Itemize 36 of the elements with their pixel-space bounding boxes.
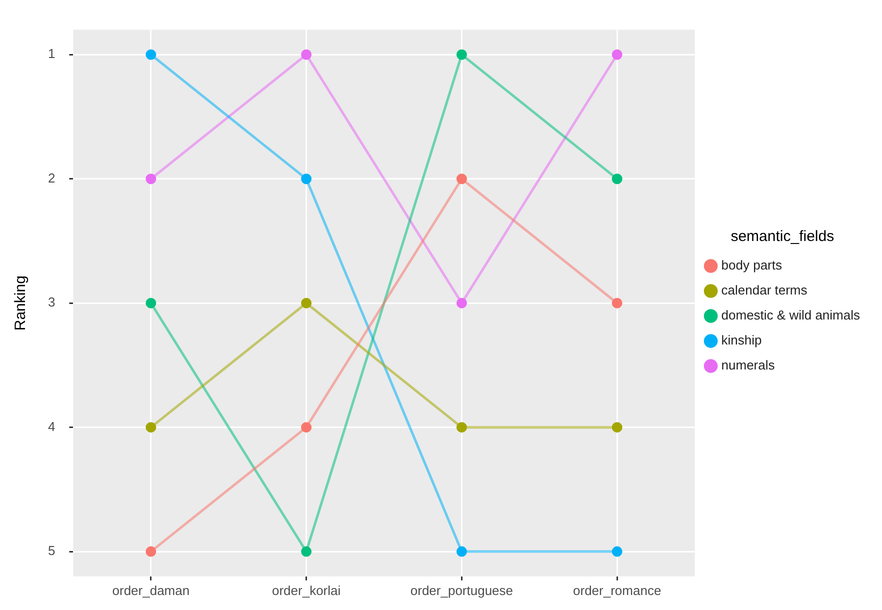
point xyxy=(456,174,467,184)
point xyxy=(146,546,156,557)
point xyxy=(146,49,156,60)
point xyxy=(612,298,622,308)
point xyxy=(301,298,312,308)
point xyxy=(612,174,622,184)
point xyxy=(612,49,622,60)
point xyxy=(456,422,467,433)
y-tick-label: 4 xyxy=(48,418,56,434)
point xyxy=(456,298,467,308)
y-tick-label: 1 xyxy=(48,46,56,62)
point xyxy=(301,49,312,60)
legend-label: kinship xyxy=(721,332,762,348)
legend-label: body parts xyxy=(721,258,782,273)
point xyxy=(146,298,156,308)
legend-label: domestic & wild animals xyxy=(721,308,860,323)
point xyxy=(301,174,312,184)
point xyxy=(612,546,622,557)
legend-label: numerals xyxy=(721,358,776,373)
point xyxy=(612,422,622,433)
point xyxy=(456,546,467,557)
y-tick-label: 5 xyxy=(48,543,56,558)
point xyxy=(301,422,312,433)
y-axis-title: Ranking xyxy=(12,276,30,331)
legend-label: calendar terms xyxy=(721,282,808,298)
legend-title: semantic_fields xyxy=(730,228,834,246)
point xyxy=(456,49,467,60)
point xyxy=(146,174,156,184)
x-tick-label: order_romance xyxy=(573,582,662,598)
y-tick-label: 3 xyxy=(48,294,56,310)
x-tick-label: order_daman xyxy=(112,582,190,598)
y-tick-label: 2 xyxy=(48,170,56,186)
x-tick-label: order_portuguese xyxy=(410,582,514,598)
x-tick-label: order_korlai xyxy=(272,582,341,598)
point xyxy=(301,546,312,557)
point xyxy=(146,422,156,433)
